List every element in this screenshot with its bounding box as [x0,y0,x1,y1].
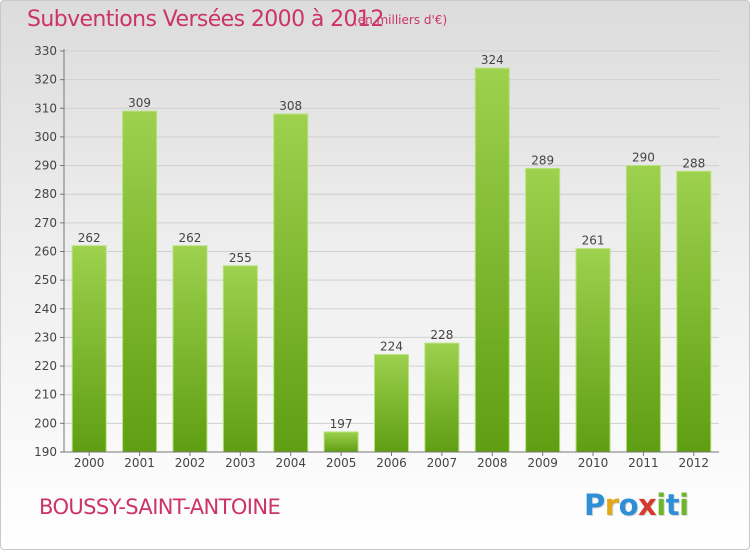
data-label: 255 [229,251,252,265]
x-tick-label: 2002 [175,456,206,470]
x-tick-label: 2012 [679,456,710,470]
y-tick-label: 280 [34,187,57,201]
bars [71,67,712,453]
bar-2004 [273,113,309,453]
chart-title: Subventions Versées 2000 à 2012 [27,7,384,32]
bar-2008 [474,67,510,453]
data-label: 262 [78,231,101,245]
y-tick-label: 260 [34,245,57,259]
data-label: 224 [380,340,403,354]
data-label: 308 [279,99,302,113]
x-tick-label: 2010 [578,456,609,470]
y-tick-label: 200 [34,416,57,430]
data-label: 197 [330,417,353,431]
x-tick-label: 2006 [376,456,407,470]
data-labels: 262 309 262 255 308 197 224 228 324 289 261 290 288 [78,53,706,431]
data-label: 290 [632,151,655,165]
logo-letter: P [584,488,605,522]
logo-letter: o [618,488,639,522]
x-tick-label: 2008 [477,456,508,470]
bar-2001 [122,110,158,453]
y-tick-label: 310 [34,101,57,115]
x-tick-label: 2007 [427,456,458,470]
y-tick-label: 190 [34,445,57,459]
city-name: BOUSSY-SAINT-ANTOINE [39,495,281,519]
bar-2007 [424,342,460,453]
bar-2002 [172,245,208,453]
bar-2000 [71,245,107,453]
x-tick-label: 2004 [275,456,306,470]
bar-2010 [575,248,611,453]
data-label: 228 [430,328,453,342]
data-label: 289 [531,153,554,167]
data-label: 262 [179,231,202,245]
data-label: 261 [582,234,605,248]
y-tick-label: 300 [34,130,57,144]
bar-2006 [374,354,409,453]
y-tick-label: 270 [34,216,57,230]
data-label: 324 [481,53,504,67]
x-tick-label: 2009 [527,456,558,470]
y-tick-label: 220 [34,359,57,373]
x-tick-label: 2003 [225,456,256,470]
x-tick-label: 2005 [326,456,357,470]
bar-2005 [323,431,359,453]
data-label: 309 [128,96,151,110]
bar-2012 [676,170,712,453]
axes: 190 200 210 220 230 240 250 260 270 280 290 300 310 3… [34,44,719,470]
x-tick-label: 2011 [628,456,659,470]
y-tick-label: 250 [34,273,57,287]
y-tick-label: 330 [34,44,57,58]
y-tick-label: 290 [34,159,57,173]
chart-subtitle: (en milliers d'€) [353,13,448,27]
x-tick-label: 2001 [124,456,155,470]
bar-2009 [525,167,561,453]
bar-2011 [625,165,661,453]
logo-letter: r [604,488,619,522]
logo-letter: i [679,488,689,522]
proxiti-logo: Proxiti [584,488,689,522]
data-label: 288 [682,156,705,170]
y-tick-label: 240 [34,302,57,316]
y-tick-label: 230 [34,330,57,344]
bar-2003 [222,265,258,453]
logo-letter: i [656,488,666,522]
y-tick-label: 320 [34,73,57,87]
y-tick-label: 210 [34,388,57,402]
logo-letter: t [665,488,680,522]
x-tick-label: 2000 [74,456,105,470]
logo-letter: x [638,488,657,522]
